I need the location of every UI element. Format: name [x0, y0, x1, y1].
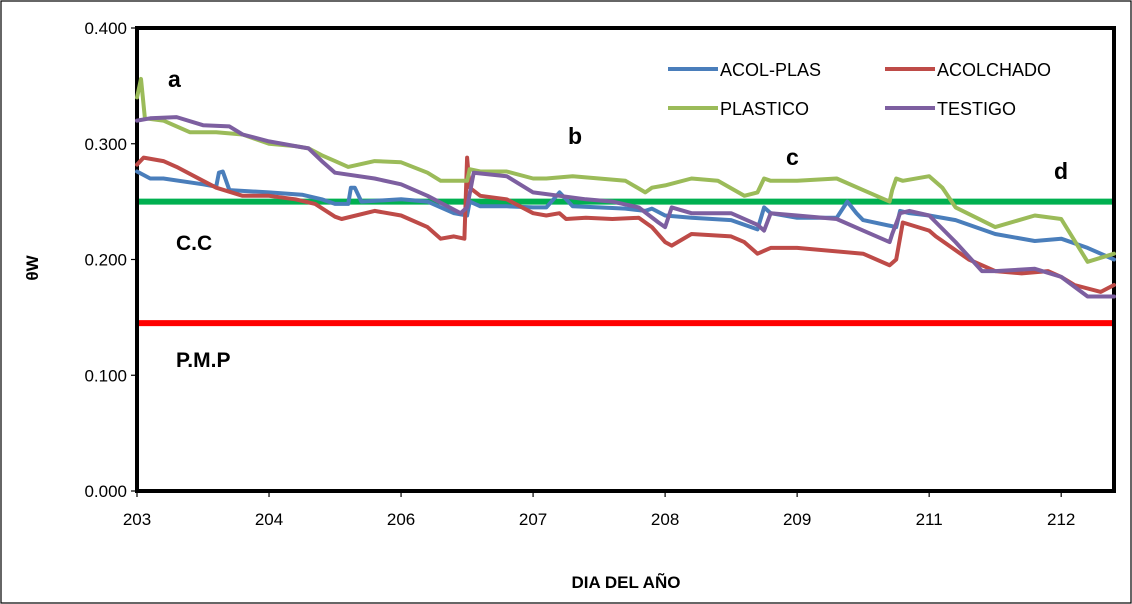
axes-layer: 0.000 0.100 0.200 0.300 0.400 203 204 206 207 208… [84, 19, 1075, 529]
legend: ACOL-PLAS ACOLCHADO PLASTICO TESTIGO [668, 60, 1051, 119]
annotation-c: c [786, 144, 799, 170]
x-tick-label: 203 [123, 510, 151, 529]
y-tick-label: 0.000 [84, 482, 127, 501]
x-tick-label: 208 [651, 510, 679, 529]
x-tick-label: 212 [1047, 510, 1075, 529]
series-layer [135, 76, 1116, 299]
series-line-acolchado [135, 155, 1116, 294]
plot-area-border [135, 26, 1116, 493]
x-tick-label: 204 [255, 510, 283, 529]
x-tick-label: 211 [916, 510, 943, 529]
text-layer: θW DIA DEL AÑO C.C P.M.P a b c d [23, 66, 1068, 592]
y-tick-label: 0.200 [84, 251, 127, 270]
y-tick-label: 0.400 [84, 19, 127, 38]
series-line-testigo [135, 115, 1116, 299]
annotation-b: b [568, 123, 582, 149]
reference-label-pmp: P.M.P [176, 349, 230, 372]
reference-label-cc: C.C [176, 232, 212, 255]
x-axis-title: DIA DEL AÑO [572, 572, 681, 592]
x-tick-label: 207 [519, 510, 547, 529]
x-tick-label: 209 [783, 510, 811, 529]
annotation-d: d [1054, 158, 1068, 184]
y-tick-label: 0.300 [84, 135, 127, 154]
annotation-a: a [168, 66, 181, 92]
legend-label: ACOLCHADO [937, 60, 1051, 80]
legend-label: ACOL-PLAS [720, 60, 821, 80]
legend-label: TESTIGO [937, 99, 1016, 119]
x-tick-label: 206 [387, 510, 415, 529]
y-axis-title: θW [23, 254, 42, 280]
y-tick-label: 0.100 [84, 366, 127, 385]
legend-label: PLASTICO [720, 99, 809, 119]
